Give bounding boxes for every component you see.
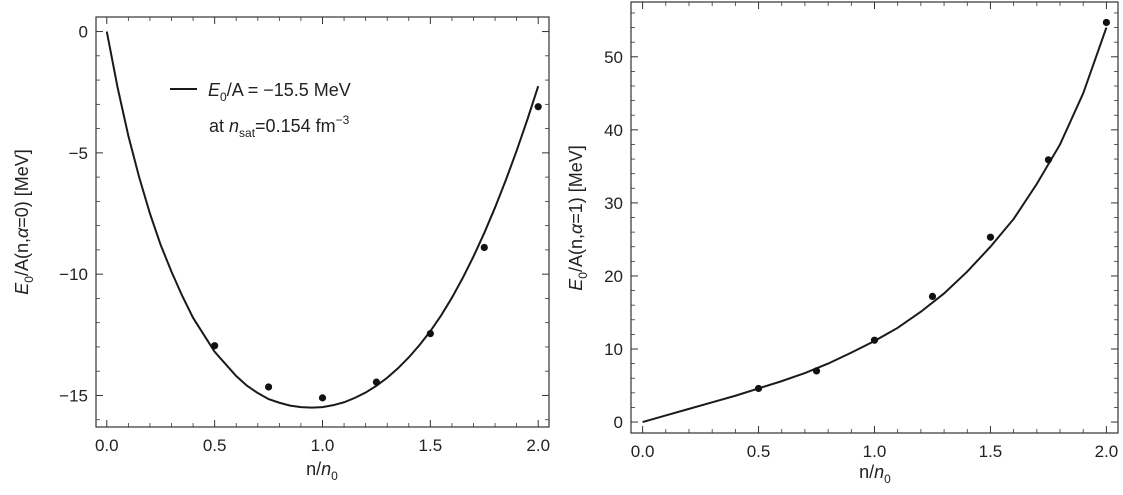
data-point — [928, 292, 937, 300]
left-plot-frame — [95, 16, 550, 428]
right-chart: 0.0 0.5 1.0 1.5 2.0 0 10 20 30 40 50 n/n0 E0/A(n,α… — [566, 1, 1119, 486]
x-tick-label: 2.0 — [526, 436, 550, 455]
x-tick-label: 1.0 — [863, 442, 887, 461]
right-plot-frame — [630, 1, 1119, 434]
x-tick-label: 1.5 — [419, 436, 443, 455]
right-x-axis-label: n/n0 — [859, 462, 891, 486]
x-tick-label: 0.5 — [747, 442, 771, 461]
data-point — [264, 383, 273, 391]
x-tick-label: 0.0 — [95, 436, 119, 455]
left-y-axis-label: E0/A(n,α=0) [MeV] — [12, 149, 36, 295]
legend-line2: at nsat=0.154 fm−3 — [209, 113, 350, 140]
y-tick-label: 40 — [604, 121, 623, 140]
data-point — [426, 329, 434, 338]
x-tick-label: 1.5 — [979, 442, 1003, 461]
data-point — [1044, 156, 1053, 164]
y-tick-label: 50 — [604, 48, 623, 67]
left-chart: 0.0 0.5 1.0 1.5 2.0 0 −5 −10 −15 E0/A = −15.5 Me… — [12, 16, 550, 483]
data-point — [870, 336, 879, 344]
left-curve — [105, 31, 540, 409]
data-point — [986, 233, 995, 241]
y-tick-label: −15 — [59, 386, 88, 405]
right-y-axis-label: E0/A(n,α=1) [MeV] — [566, 145, 590, 291]
x-tick-label: 0.0 — [631, 442, 655, 461]
y-tick-label: 0 — [614, 413, 623, 432]
y-tick-label: 0 — [79, 23, 88, 42]
y-tick-label: −5 — [69, 144, 88, 163]
left-legend: E0/A = −15.5 MeV at nsat=0.154 fm−3 — [170, 80, 351, 140]
right-curve — [642, 27, 1108, 424]
data-point — [812, 367, 821, 375]
legend-line1: E0/A = −15.5 MeV — [208, 80, 351, 104]
y-tick-label: −10 — [59, 265, 88, 284]
data-point — [480, 243, 488, 252]
y-tick-label: 20 — [604, 267, 623, 286]
x-tick-label: 2.0 — [1095, 442, 1119, 461]
data-point — [754, 384, 763, 393]
left-x-axis-label: n/n0 — [306, 459, 338, 483]
y-tick-label: 10 — [604, 340, 623, 359]
x-tick-label: 1.0 — [311, 436, 335, 455]
y-tick-label: 30 — [604, 194, 623, 213]
x-tick-label: 0.5 — [203, 436, 227, 455]
data-point — [534, 103, 542, 111]
data-point — [1102, 18, 1111, 27]
data-point — [372, 378, 381, 386]
data-point — [211, 342, 219, 350]
data-point — [318, 394, 327, 402]
